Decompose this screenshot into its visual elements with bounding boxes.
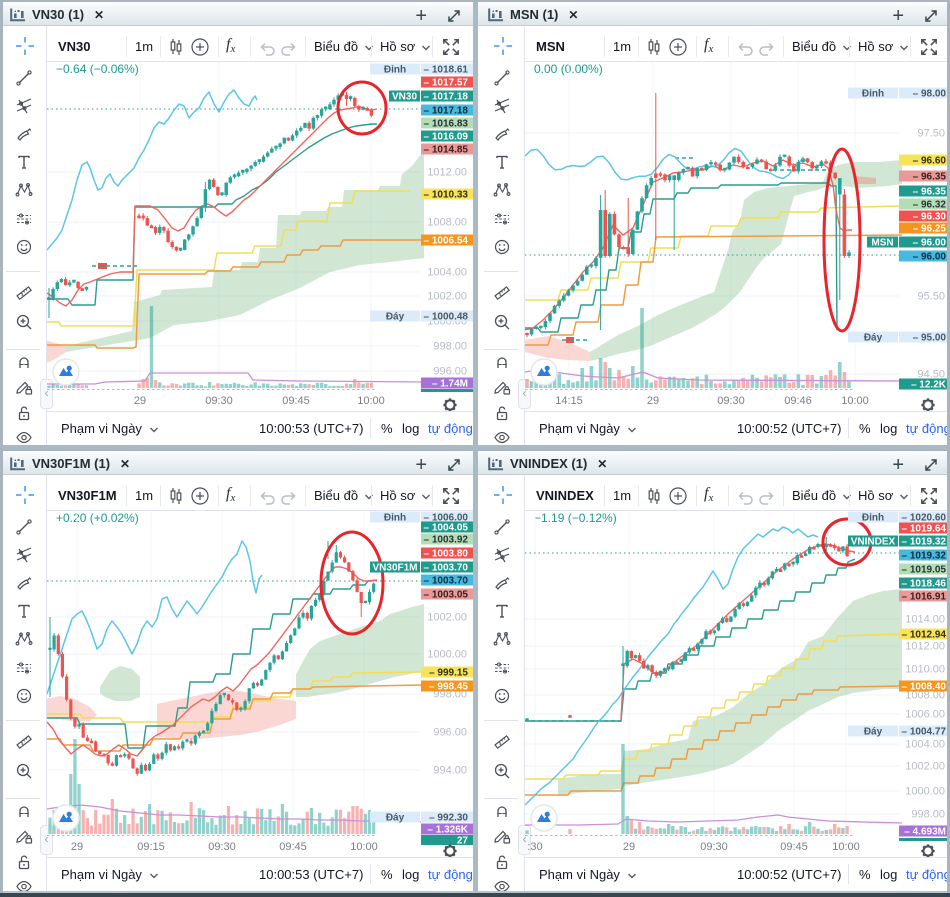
svg-text:– 1017.57: – 1017.57 [424, 78, 469, 89]
svg-text:Đỉnh: Đỉnh [862, 89, 884, 100]
svg-text:– 1017.18: – 1017.18 [424, 106, 469, 117]
svg-text:1008.00: 1008.00 [427, 217, 467, 229]
svg-text:– 1019.05: – 1019.05 [902, 565, 947, 576]
svg-text:29: 29 [71, 841, 83, 853]
svg-text:– 1003.80: – 1003.80 [424, 549, 469, 560]
svg-text:– 1018.46: – 1018.46 [902, 579, 947, 590]
svg-text:Đỉnh: Đỉnh [384, 65, 406, 76]
svg-text::30: :30 [527, 841, 542, 853]
svg-text:– 1012.94: – 1012.94 [902, 630, 947, 641]
svg-text:– 1018.61: – 1018.61 [424, 65, 469, 76]
svg-text:1012.00: 1012.00 [905, 641, 945, 653]
svg-text:– 1004.05: – 1004.05 [424, 523, 469, 534]
svg-text:29: 29 [647, 395, 659, 407]
svg-text:– 1019.32: – 1019.32 [902, 537, 947, 548]
svg-text:29: 29 [623, 841, 635, 853]
svg-text:– 1017.18: – 1017.18 [424, 92, 469, 103]
svg-text:27: 27 [457, 836, 469, 847]
svg-text:996.00: 996.00 [433, 366, 467, 378]
svg-text:14:15: 14:15 [555, 395, 583, 407]
svg-text:1002.00: 1002.00 [905, 761, 945, 773]
svg-text:1004.00: 1004.00 [427, 267, 467, 279]
svg-text:– 1003.70: – 1003.70 [424, 576, 469, 587]
svg-text:– 1006.00: – 1006.00 [424, 513, 469, 524]
svg-text:– 992.30: – 992.30 [429, 813, 468, 824]
svg-text:– 1010.33: – 1010.33 [424, 190, 469, 201]
svg-text:1000.00: 1000.00 [427, 649, 467, 661]
svg-text:10:00: 10:00 [350, 841, 378, 853]
svg-text:998.00: 998.00 [433, 341, 467, 353]
svg-text:– 1016.91: – 1016.91 [902, 592, 947, 603]
svg-text:– 4.693M: – 4.693M [904, 827, 946, 838]
svg-text:09:45: 09:45 [279, 841, 307, 853]
svg-text:VN30F1M: VN30F1M [372, 563, 417, 574]
svg-text:994.00: 994.00 [433, 765, 467, 777]
svg-text:1012.00: 1012.00 [427, 167, 467, 179]
svg-text:– 1008.40: – 1008.40 [902, 682, 947, 693]
svg-text:94.50: 94.50 [917, 369, 945, 381]
svg-text:996.00: 996.00 [433, 727, 467, 739]
svg-text:09:45: 09:45 [282, 395, 310, 407]
svg-text:– 1003.92: – 1003.92 [424, 535, 469, 546]
svg-text:– 96.35: – 96.35 [913, 187, 947, 198]
svg-text:1004.00: 1004.00 [905, 739, 945, 751]
svg-text:Đáy: Đáy [864, 727, 883, 738]
svg-text:09:15: 09:15 [137, 841, 165, 853]
svg-text:Đáy: Đáy [386, 312, 405, 323]
svg-text:1002.00: 1002.00 [427, 612, 467, 624]
svg-text:1014.00: 1014.00 [905, 614, 945, 626]
svg-text:29: 29 [134, 395, 146, 407]
svg-text:– 1019.32: – 1019.32 [902, 551, 947, 562]
svg-text:10:00: 10:00 [832, 841, 860, 853]
svg-text:09:30: 09:30 [717, 395, 745, 407]
svg-text:1006.00: 1006.00 [905, 709, 945, 721]
svg-text:1010.00: 1010.00 [905, 664, 945, 676]
svg-text:– 96.25: – 96.25 [913, 224, 947, 235]
svg-text:09:30: 09:30 [205, 395, 233, 407]
svg-text:97.50: 97.50 [917, 128, 945, 140]
svg-text:– 12.2K: – 12.2K [911, 380, 947, 391]
svg-text:10:00: 10:00 [357, 395, 385, 407]
svg-text:MSN: MSN [871, 238, 893, 249]
svg-text:09:30: 09:30 [700, 841, 728, 853]
svg-text:1002.00: 1002.00 [427, 291, 467, 303]
svg-text:Đỉnh: Đỉnh [384, 513, 406, 524]
svg-text:– 96.35: – 96.35 [913, 172, 947, 183]
svg-text:– 95.00: – 95.00 [913, 333, 947, 344]
svg-text:– 999.15: – 999.15 [429, 668, 468, 679]
svg-text:Đỉnh: Đỉnh [862, 513, 884, 524]
svg-text:– 96.60: – 96.60 [913, 156, 947, 167]
svg-text:Đáy: Đáy [386, 813, 405, 824]
svg-text:– 1016.09: – 1016.09 [424, 132, 469, 143]
svg-text:– 1014.85: – 1014.85 [424, 145, 469, 156]
svg-text:VN30: VN30 [392, 92, 417, 103]
svg-text:– 1003.70: – 1003.70 [424, 563, 469, 574]
svg-text:– 1020.60: – 1020.60 [902, 513, 947, 524]
svg-text:1000.00: 1000.00 [905, 786, 945, 798]
svg-text:– 1004.77: – 1004.77 [902, 727, 947, 738]
svg-text:998.00: 998.00 [911, 809, 945, 821]
svg-text:09:45: 09:45 [780, 841, 808, 853]
svg-text:– 1.326K: – 1.326K [427, 825, 468, 836]
svg-text:VNINDEX: VNINDEX [851, 537, 896, 548]
svg-text:– 1000.48: – 1000.48 [424, 312, 469, 323]
svg-text:95.50: 95.50 [917, 291, 945, 303]
svg-text:09:30: 09:30 [208, 841, 236, 853]
svg-text:– 1019.64: – 1019.64 [902, 524, 947, 535]
svg-text:– 96.32: – 96.32 [913, 200, 947, 211]
svg-text:– 1016.83: – 1016.83 [424, 119, 469, 130]
svg-text:Đáy: Đáy [864, 333, 883, 344]
svg-text:– 998.45: – 998.45 [429, 682, 468, 693]
svg-text:– 1006.54: – 1006.54 [424, 236, 469, 247]
svg-text:10:00: 10:00 [841, 395, 869, 407]
svg-text:– 98.00: – 98.00 [913, 89, 947, 100]
svg-text:– 96.30: – 96.30 [913, 212, 947, 223]
svg-text:– 96.00: – 96.00 [913, 252, 947, 263]
svg-text:– 1.74M: – 1.74M [432, 379, 468, 390]
svg-text:1008.00: 1008.00 [905, 690, 945, 702]
svg-text:– 96.00: – 96.00 [913, 238, 947, 249]
svg-text:09:46: 09:46 [784, 395, 812, 407]
svg-text:– 1003.05: – 1003.05 [424, 590, 469, 601]
